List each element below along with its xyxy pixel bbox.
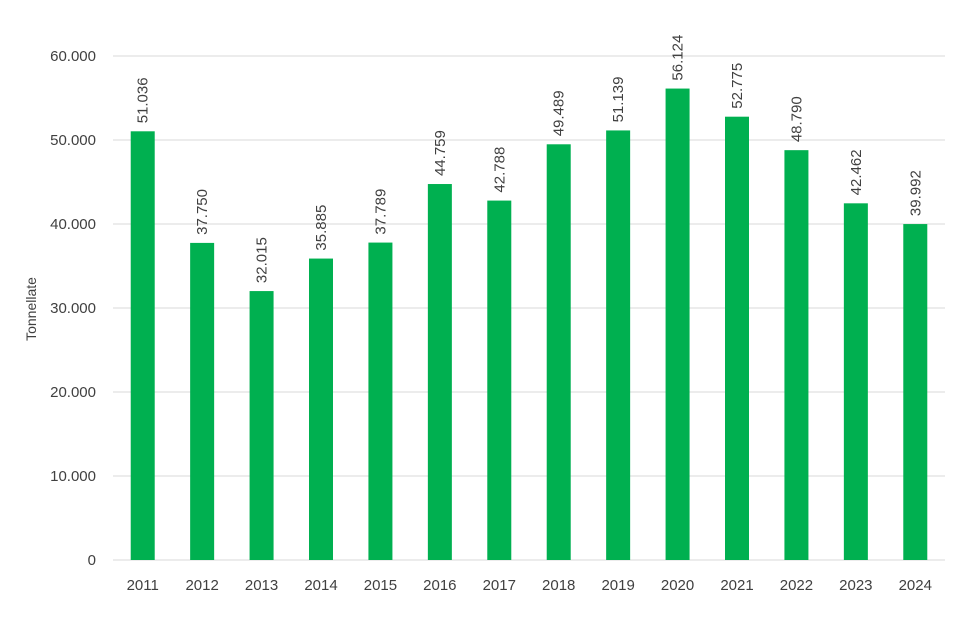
bars <box>130 88 928 561</box>
bar-2018 <box>546 144 571 560</box>
data-label-2016: 44.759 <box>432 130 449 176</box>
x-tick-label: 2021 <box>720 577 753 594</box>
x-tick-label: 2014 <box>304 577 337 594</box>
y-tick-label: 40.000 <box>50 216 96 233</box>
bar-2020 <box>665 88 690 560</box>
y-tick-label: 20.000 <box>50 384 96 401</box>
y-tick-label: 10.000 <box>50 468 96 485</box>
x-tick-label: 2012 <box>185 577 218 594</box>
data-label-2024: 39.992 <box>907 170 924 216</box>
x-tick-label: 2024 <box>899 577 932 594</box>
bar-2015 <box>368 242 393 561</box>
gridlines <box>113 55 945 561</box>
y-tick-label: 60.000 <box>50 48 96 65</box>
data-label-2012: 37.750 <box>194 189 211 235</box>
bar-2022 <box>784 150 809 560</box>
x-tick-label: 2020 <box>661 577 694 594</box>
x-tick-label: 2016 <box>423 577 456 594</box>
x-axis-ticks: 2011 2012 2013 2014 2015 2016 2017 2018 2019 2020… <box>127 577 932 594</box>
bar-2014 <box>309 258 333 560</box>
data-label-2014: 35.885 <box>313 205 330 251</box>
y-tick-label: 50.000 <box>50 132 96 149</box>
y-axis-label: Tonnellate <box>23 277 39 341</box>
bar-2016 <box>427 184 452 560</box>
x-tick-label: 2015 <box>364 577 397 594</box>
bar-2017 <box>487 200 512 560</box>
data-label-2022: 48.790 <box>788 96 805 142</box>
data-label-2013: 32.015 <box>254 237 271 283</box>
x-tick-label: 2013 <box>245 577 278 594</box>
data-label-2021: 52.775 <box>729 63 746 109</box>
x-tick-label: 2022 <box>780 577 813 594</box>
y-tick-label: 30.000 <box>50 300 96 317</box>
x-tick-label: 2017 <box>483 577 516 594</box>
data-label-2020: 56.124 <box>670 35 687 81</box>
bar-2023 <box>843 203 868 560</box>
x-tick-label: 2023 <box>839 577 872 594</box>
bar-2019 <box>606 130 631 560</box>
data-label-2019: 51.139 <box>610 77 627 123</box>
data-label-2015: 37.789 <box>372 189 389 235</box>
data-label-2011: 51.036 <box>135 77 152 123</box>
data-label-2018: 49.489 <box>551 90 568 136</box>
y-axis-ticks: 0 10.000 20.000 30.000 40.000 50.000 60.000 <box>50 48 96 569</box>
data-labels: 51.036 37.750 32.015 35.885 37.789 44.759 42.7… <box>135 35 925 283</box>
bar-2011 <box>130 131 155 560</box>
data-label-2017: 42.788 <box>491 147 508 193</box>
bar-2024 <box>903 224 928 560</box>
x-tick-label: 2018 <box>542 577 575 594</box>
bar-2013 <box>249 291 274 560</box>
y-tick-label: 0 <box>88 552 96 569</box>
data-label-2023: 42.462 <box>848 149 865 195</box>
bar-2012 <box>190 242 215 560</box>
bar-2021 <box>725 116 749 560</box>
x-tick-label: 2019 <box>601 577 634 594</box>
x-tick-label: 2011 <box>127 577 159 594</box>
